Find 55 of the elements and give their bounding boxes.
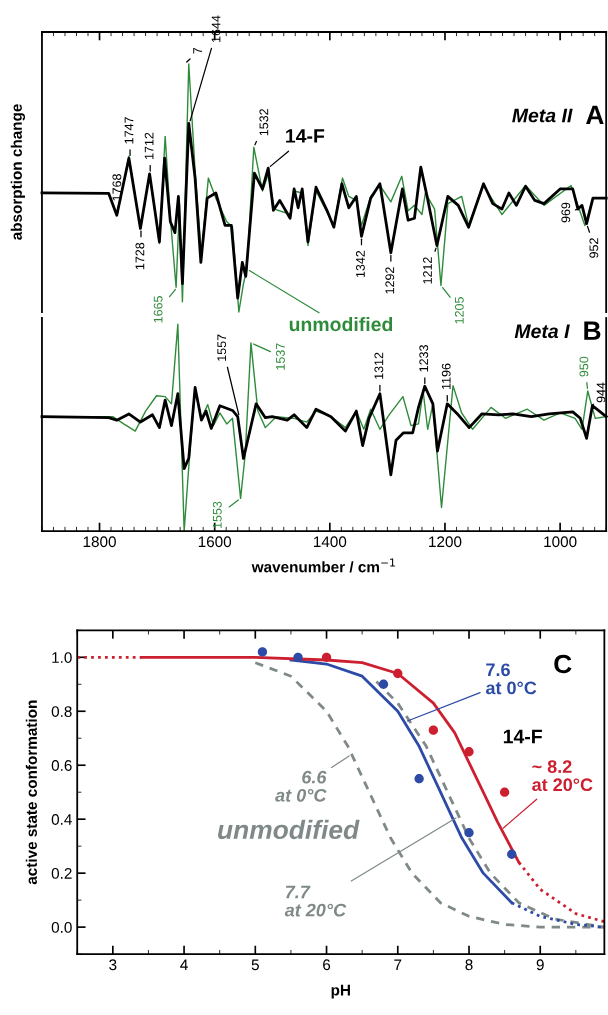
annotation: 1233 (419, 345, 429, 372)
annotation: 1728 (135, 242, 145, 270)
annotation: 1196 (441, 363, 451, 389)
annotation: 952 (589, 238, 599, 258)
y-tick-label: 0.2 (51, 868, 72, 879)
x-tick-label: 8 (465, 959, 473, 971)
annotation: 1532 (259, 109, 269, 136)
annotation: A (586, 105, 604, 124)
annotation: 14-F (503, 729, 542, 744)
annotation: Meta II (512, 108, 573, 123)
x-tick-label: 1200 (429, 536, 462, 548)
y-axis-title: active state conformation (25, 700, 37, 885)
annotation: unmodified (289, 316, 393, 332)
x-tick-label: 1400 (313, 536, 347, 548)
annotation: 1553 (212, 501, 222, 528)
x-tick-label: 5 (251, 959, 259, 971)
x-tick-label: 9 (536, 959, 544, 971)
annotation: 1212 (423, 257, 432, 284)
annotation: 950 (579, 356, 589, 377)
y-tick-label: 1.0 (52, 652, 72, 663)
x-axis-title: wavenumber / cm$^{−1}$ (251, 558, 395, 573)
y-tick-label: 0.4 (51, 814, 72, 825)
annotation: 7.7 at 20°C (284, 885, 347, 917)
annotation: 944 (596, 382, 606, 403)
annotation: 1747 (124, 117, 134, 144)
annotation: unmodified (218, 819, 360, 840)
annotation: 1205 (454, 297, 464, 324)
annotation: ~ 8.2 at 20°C (532, 760, 593, 792)
y-tick-label: 0.6 (51, 760, 72, 771)
annotation: 1712 (144, 132, 154, 160)
annotation: 1537 (276, 343, 285, 370)
x-tick-label: 1000 (544, 536, 577, 548)
x-tick-label: 6 (323, 959, 331, 971)
annotation: 6.6 at 0°C (275, 770, 327, 802)
y-tick-label: 0.0 (51, 921, 72, 933)
x-tick-label: 7 (394, 959, 402, 971)
annotation: 14-F (286, 129, 325, 143)
x-tick-label: 1600 (198, 536, 232, 548)
y-axis-title: absorption change (10, 104, 26, 240)
annotation: 1292 (385, 267, 395, 294)
annotation: 1557 (217, 334, 227, 361)
annotation: C (554, 654, 572, 674)
annotation: 969 (561, 202, 571, 223)
annotation: 1312 (374, 352, 384, 379)
x-axis-title: pH (331, 984, 350, 999)
annotation: 7.6 at 0°C (485, 663, 537, 695)
x-tick-label: 1800 (83, 536, 116, 548)
x-tick-label: 4 (180, 959, 188, 971)
annotation: Meta I (514, 324, 570, 339)
annotation: B (584, 321, 601, 340)
x-tick-label: 3 (109, 959, 117, 971)
annotation: 1665 (153, 296, 163, 323)
annotation: 7 (193, 47, 202, 54)
y-tick-label: 0.8 (51, 706, 72, 717)
annotation: 1342 (355, 250, 365, 278)
